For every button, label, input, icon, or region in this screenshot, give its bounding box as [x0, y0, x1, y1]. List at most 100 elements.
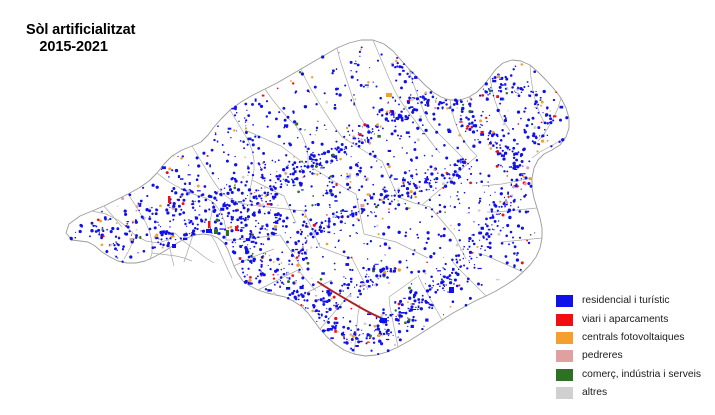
land-parcel — [299, 228, 302, 231]
land-parcel — [327, 225, 331, 229]
land-parcel — [449, 281, 453, 285]
land-parcel — [516, 143, 519, 145]
land-parcel — [499, 97, 504, 101]
land-parcel — [479, 231, 483, 235]
land-parcel — [320, 229, 323, 233]
land-parcel — [482, 110, 484, 113]
land-parcel — [227, 131, 230, 134]
land-parcel — [301, 160, 304, 163]
land-parcel — [400, 65, 403, 69]
land-parcel — [398, 72, 402, 76]
land-parcel — [426, 176, 429, 178]
land-parcel — [301, 252, 304, 255]
land-parcel — [276, 87, 279, 90]
land-parcel — [426, 261, 428, 264]
land-parcel — [244, 102, 248, 106]
land-parcel — [479, 199, 481, 202]
land-parcel — [294, 282, 297, 284]
land-parcel — [449, 205, 452, 207]
land-parcel — [501, 149, 504, 152]
land-parcel — [495, 213, 500, 215]
land-parcel — [499, 144, 501, 146]
land-parcel — [135, 229, 138, 231]
land-parcel — [188, 232, 191, 235]
land-parcel — [279, 276, 283, 279]
land-parcel — [496, 209, 499, 212]
land-parcel — [146, 194, 149, 198]
land-parcel — [195, 156, 199, 160]
land-parcel — [177, 155, 179, 158]
land-parcel — [333, 322, 336, 325]
land-parcel — [370, 166, 373, 169]
land-parcel — [201, 161, 203, 164]
land-parcel — [431, 287, 433, 289]
land-parcel — [417, 270, 421, 273]
land-parcel — [376, 160, 378, 162]
land-parcel — [459, 259, 461, 261]
land-parcel — [214, 132, 217, 134]
land-parcel — [449, 105, 451, 108]
land-parcel — [282, 178, 284, 180]
land-parcel — [343, 341, 348, 344]
land-parcel — [376, 324, 380, 328]
land-parcel — [350, 277, 353, 280]
land-parcel-large — [214, 229, 218, 234]
land-parcel — [295, 122, 299, 126]
land-parcel — [403, 171, 407, 175]
land-parcel — [542, 112, 544, 114]
land-parcel — [275, 232, 277, 235]
land-parcel — [523, 110, 526, 113]
land-parcel — [534, 136, 538, 140]
land-parcel — [256, 201, 260, 205]
land-parcel — [499, 146, 502, 149]
land-parcel — [335, 321, 339, 325]
land-parcel — [487, 94, 489, 96]
land-parcel — [321, 329, 326, 333]
land-parcel — [325, 128, 327, 131]
land-parcel — [185, 233, 188, 237]
land-parcel — [268, 111, 271, 115]
land-parcel — [368, 276, 370, 278]
land-parcel — [328, 176, 331, 180]
land-parcel — [217, 232, 221, 235]
land-parcel — [191, 222, 194, 226]
land-parcel — [355, 142, 358, 146]
land-parcel — [342, 250, 346, 254]
land-parcel — [96, 218, 100, 222]
land-parcel — [505, 261, 509, 265]
land-parcel — [319, 277, 323, 281]
land-parcel — [402, 184, 406, 187]
land-parcel — [134, 219, 137, 222]
land-parcel — [510, 201, 512, 204]
land-parcel — [366, 202, 369, 205]
land-parcel — [374, 214, 377, 218]
land-parcel — [436, 212, 439, 215]
land-parcel — [295, 290, 299, 294]
land-parcel — [112, 242, 115, 245]
land-parcel — [282, 168, 286, 172]
land-parcel — [151, 183, 155, 187]
land-parcel — [349, 180, 352, 183]
land-parcel — [366, 140, 370, 144]
land-parcel — [183, 219, 186, 222]
land-parcel — [386, 333, 390, 335]
land-parcel — [335, 304, 339, 308]
land-parcel — [286, 272, 290, 276]
land-parcel — [515, 258, 520, 262]
land-parcel — [400, 303, 404, 307]
land-parcel — [217, 178, 219, 180]
land-parcel — [432, 94, 434, 96]
land-parcel — [94, 230, 98, 233]
land-parcel — [283, 142, 286, 145]
land-parcel — [296, 136, 299, 139]
land-parcel — [276, 257, 280, 261]
land-parcel — [385, 110, 389, 113]
land-parcel — [165, 208, 169, 212]
land-parcel — [448, 107, 451, 109]
land-parcel — [139, 236, 142, 239]
land-parcel — [548, 114, 552, 118]
land-parcel — [255, 219, 257, 222]
land-parcel — [465, 116, 468, 119]
land-parcel — [444, 168, 446, 170]
land-parcel — [408, 75, 411, 78]
